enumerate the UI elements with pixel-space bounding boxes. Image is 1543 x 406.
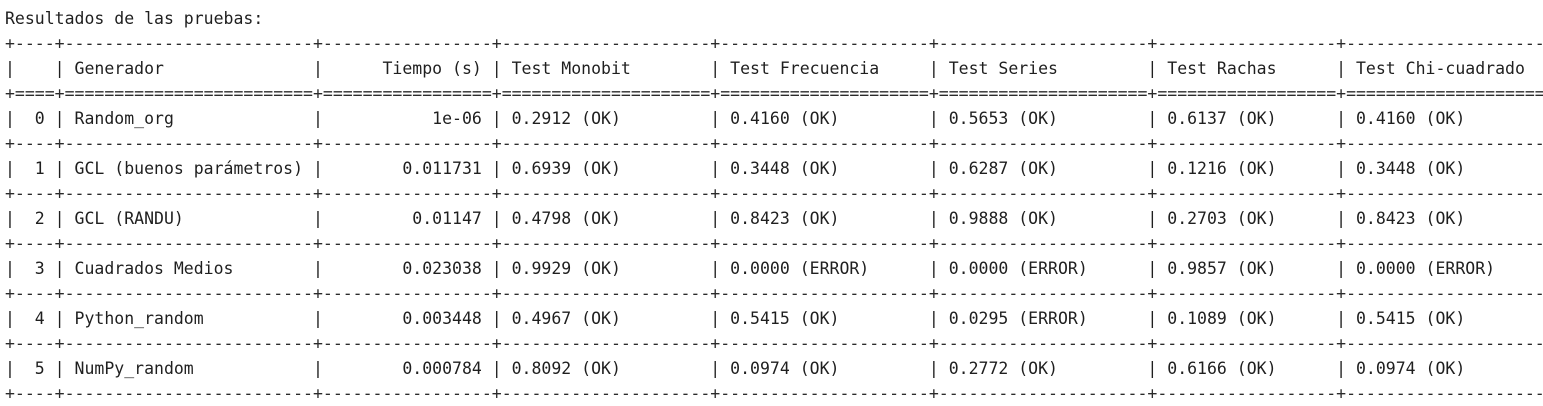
table-row: | 2 | GCL (RANDU) | 0.01147 | 0.4798 (OK… <box>5 209 1543 228</box>
table-row-separator: +----+-------------------------+--------… <box>5 134 1543 153</box>
table-border-top: +----+-------------------------+--------… <box>5 34 1543 53</box>
table-row: | 0 | Random_org | 1e-06 | 0.2912 (OK) |… <box>5 109 1543 128</box>
table-row: | 5 | NumPy_random | 0.000784 | 0.8092 (… <box>5 359 1543 378</box>
table-row: | 4 | Python_random | 0.003448 | 0.4967 … <box>5 309 1543 328</box>
table-row: | 1 | GCL (buenos parámetros) | 0.011731… <box>5 159 1543 178</box>
table-row-separator: +----+-------------------------+--------… <box>5 334 1543 353</box>
output-title: Resultados de las pruebas: <box>5 9 264 28</box>
table-row-separator: +----+-------------------------+--------… <box>5 284 1543 303</box>
table-row-separator: +----+-------------------------+--------… <box>5 184 1543 203</box>
table-header-separator: +====+=========================+========… <box>5 84 1543 103</box>
table-row: | 3 | Cuadrados Medios | 0.023038 | 0.99… <box>5 259 1543 278</box>
table-row-separator: +----+-------------------------+--------… <box>5 234 1543 253</box>
table-border-bottom: +----+-------------------------+--------… <box>5 384 1543 403</box>
table-header-row: | | Generador | Tiempo (s) | Test Monobi… <box>5 59 1543 78</box>
